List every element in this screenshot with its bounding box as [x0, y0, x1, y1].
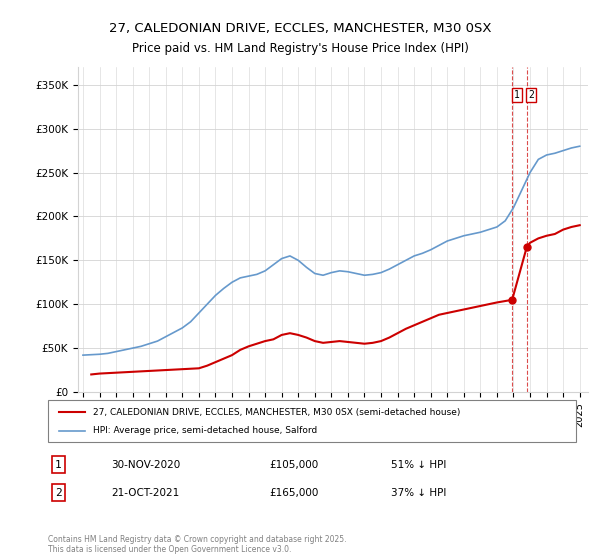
Text: £165,000: £165,000: [270, 488, 319, 498]
Text: 2: 2: [529, 90, 534, 100]
Text: 1: 1: [514, 90, 520, 100]
Text: 2: 2: [55, 488, 62, 498]
Text: 27, CALEDONIAN DRIVE, ECCLES, MANCHESTER, M30 0SX (semi-detached house): 27, CALEDONIAN DRIVE, ECCLES, MANCHESTER…: [93, 408, 460, 417]
Text: £105,000: £105,000: [270, 460, 319, 470]
Text: 37% ↓ HPI: 37% ↓ HPI: [391, 488, 446, 498]
Text: Price paid vs. HM Land Registry's House Price Index (HPI): Price paid vs. HM Land Registry's House …: [131, 42, 469, 55]
Text: Contains HM Land Registry data © Crown copyright and database right 2025.
This d: Contains HM Land Registry data © Crown c…: [48, 535, 347, 554]
Text: 21-OCT-2021: 21-OCT-2021: [112, 488, 179, 498]
Text: 27, CALEDONIAN DRIVE, ECCLES, MANCHESTER, M30 0SX: 27, CALEDONIAN DRIVE, ECCLES, MANCHESTER…: [109, 22, 491, 35]
Text: HPI: Average price, semi-detached house, Salford: HPI: Average price, semi-detached house,…: [93, 426, 317, 435]
Text: 1: 1: [55, 460, 62, 470]
FancyBboxPatch shape: [48, 400, 576, 442]
Text: 51% ↓ HPI: 51% ↓ HPI: [391, 460, 446, 470]
Text: 30-NOV-2020: 30-NOV-2020: [112, 460, 181, 470]
